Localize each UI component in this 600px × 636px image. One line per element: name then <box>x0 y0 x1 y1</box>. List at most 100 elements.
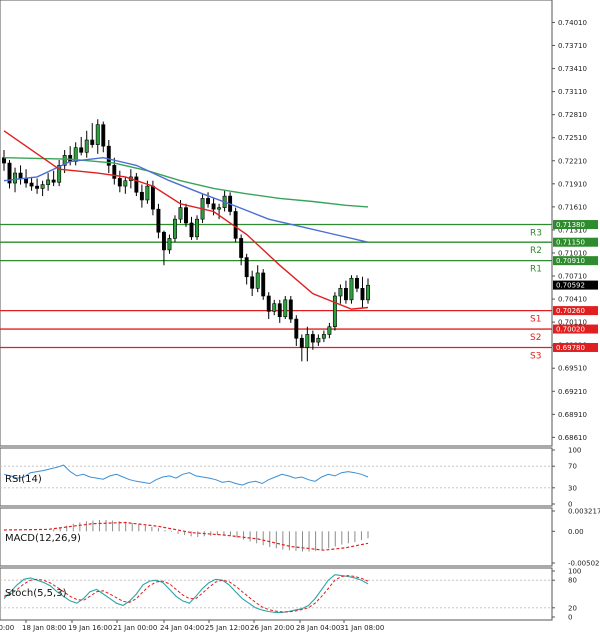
main-y-tick-label: 0.74010 <box>558 19 587 27</box>
candle-body <box>250 276 255 289</box>
candle-body <box>35 185 40 189</box>
candle-body <box>156 208 161 233</box>
candle-body <box>161 231 166 251</box>
x-tick-label: 19 Jan 16:00 <box>68 624 112 632</box>
candle-body <box>266 295 271 312</box>
candle-body <box>217 207 222 210</box>
rsi-label: RSI(14) <box>5 474 42 485</box>
candle-body <box>261 272 266 297</box>
candle-body <box>299 337 304 348</box>
candle-body <box>29 182 34 187</box>
level-tag-bg-r1 <box>553 256 598 266</box>
current-price-tag: 0.70592 <box>556 282 585 290</box>
candle-body <box>173 218 177 239</box>
level-tag-r1: 0.70910 <box>556 257 585 265</box>
candle-body <box>40 184 45 189</box>
main-y-tick-label: 0.71310 <box>558 226 587 234</box>
main-y-tick-label: 0.72810 <box>558 111 587 119</box>
x-tick-label: 31 Jan 08:00 <box>340 624 384 632</box>
macd-label: MACD(12,26,9) <box>5 533 81 544</box>
candle-body <box>90 139 95 145</box>
macd-panel: 0.003217 0.00 -0.005021 MACD(12,26,9) <box>0 507 600 568</box>
level-label-r3: R3 <box>530 229 542 239</box>
level-tag-bg-r2 <box>553 237 598 247</box>
level-label-s1: S1 <box>530 315 541 325</box>
main-panel-frame <box>0 0 553 447</box>
candle-body <box>117 178 122 187</box>
x-tick-label: 25 Jan 12:00 <box>205 624 249 632</box>
sub-y-tick-label: 70 <box>568 463 577 471</box>
rsi-plot: 100 70 30 0 <box>0 447 581 509</box>
candle-body <box>211 203 216 210</box>
stoch-signal-line <box>3 575 369 613</box>
sub-y-tick-label: 30 <box>568 484 577 492</box>
main-y-tick-label: 0.69510 <box>558 365 587 373</box>
x-tick-label: 18 Jan 08:00 <box>22 624 66 632</box>
level-tag-r2: 0.71150 <box>556 239 585 247</box>
candle-body <box>327 326 332 335</box>
candle-body <box>106 145 111 166</box>
candle-body <box>178 207 183 220</box>
main-y-tick-label: 0.71010 <box>558 249 587 257</box>
main-y-tick-label: 0.70710 <box>558 273 587 281</box>
rsi-panel: 100 70 30 0 RSI(14) <box>0 447 581 509</box>
sub-y-tick-label: 0 <box>568 614 572 622</box>
candle-body <box>79 147 84 153</box>
main-y-tick-label: 0.68610 <box>558 434 587 442</box>
level-tag-bg-s2 <box>553 324 598 334</box>
candle-body <box>294 318 299 339</box>
candle-body <box>95 124 100 145</box>
main-y-axis: 0.74010 0.73710 0.73410 0.73110 0.72810 0.725… <box>552 19 587 442</box>
main-y-tick-label: 0.71610 <box>558 203 587 211</box>
candle-body <box>255 272 260 289</box>
main-y-tick-label: 0.73110 <box>558 88 587 96</box>
candle-body <box>366 284 370 301</box>
candle-body <box>305 334 310 348</box>
level-tag-s3: 0.69780 <box>556 344 585 352</box>
candle-body <box>338 288 343 297</box>
candle-body <box>101 124 106 147</box>
main-y-tick-label: 0.72210 <box>558 157 587 165</box>
candle-body <box>288 299 293 320</box>
sub-y-tick-label: 0.003217 <box>568 508 600 516</box>
main-y-tick-label: 0.73710 <box>558 42 587 50</box>
candles <box>2 119 370 362</box>
x-tick-label: 26 Jan 20:00 <box>250 624 294 632</box>
x-tick-label: 28 Jan 04:00 <box>296 624 340 632</box>
main-y-tick-label: 0.71910 <box>558 180 587 188</box>
candle-body <box>244 257 249 278</box>
candle-body <box>206 198 211 205</box>
level-tag-bg-s1 <box>553 306 598 316</box>
candle-body <box>46 179 51 185</box>
sub-y-tick-label: 100 <box>568 447 581 455</box>
candle-body <box>321 334 326 339</box>
candle-body <box>332 295 337 328</box>
main-y-tick-label: 0.72510 <box>558 134 587 142</box>
candle-body <box>51 179 56 183</box>
candle-body <box>123 180 128 187</box>
sub-y-tick-label: 100 <box>568 568 581 576</box>
moving-averages <box>3 130 369 310</box>
x-tick-label: 21 Jan 00:00 <box>113 624 157 632</box>
main-y-tick-label: 0.69210 <box>558 388 587 396</box>
candle-body <box>139 191 144 201</box>
candle-body <box>233 211 238 239</box>
stoch-main-line <box>3 574 369 613</box>
candle-body <box>167 238 172 251</box>
current-price-marker: 0.70592 <box>553 280 598 290</box>
candle-body <box>112 165 117 179</box>
level-tag-s2: 0.70020 <box>556 326 585 334</box>
level-label-r2: R2 <box>530 246 542 256</box>
candle-body <box>62 155 67 166</box>
sub-y-tick-label: 0.00 <box>568 528 584 536</box>
level-tag-bg-s3 <box>553 342 598 352</box>
macd-plot: 0.003217 0.00 -0.005021 <box>3 508 600 568</box>
candle-body <box>145 185 150 201</box>
candle-body <box>349 278 354 301</box>
sub-y-tick-label: -0.005021 <box>568 560 600 568</box>
level-tag-r3: 0.71380 <box>556 221 585 229</box>
main-y-tick-label: 0.70110 <box>558 319 587 327</box>
